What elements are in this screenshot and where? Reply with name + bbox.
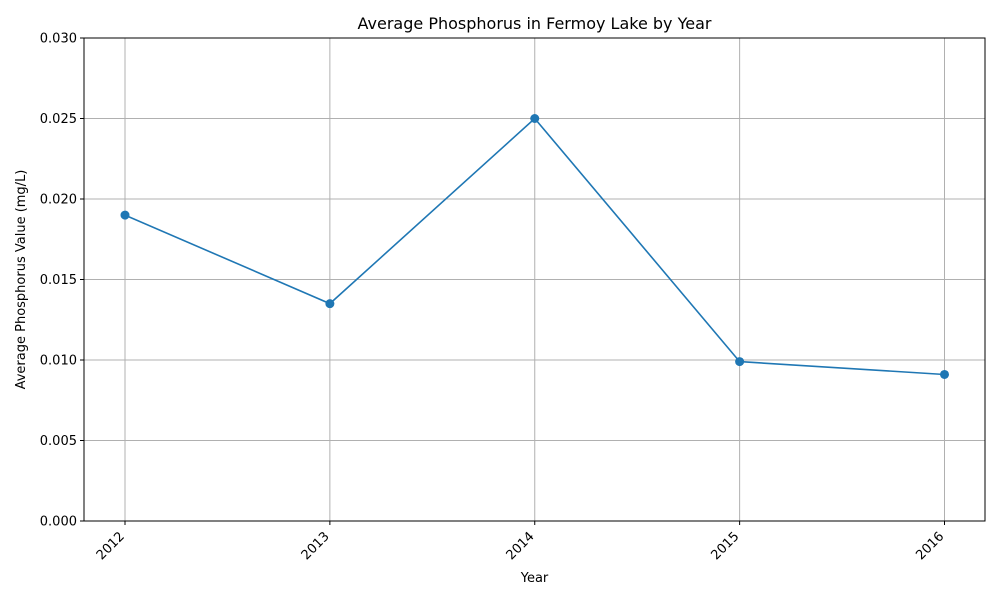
y-tick-label: 0.005 bbox=[40, 434, 77, 449]
data-point bbox=[530, 114, 540, 123]
x-tick-label: 2014 bbox=[504, 529, 538, 563]
x-axis-label: Year bbox=[520, 571, 549, 586]
series-layer bbox=[120, 114, 949, 379]
data-point bbox=[940, 369, 949, 379]
x-tick-label: 2012 bbox=[94, 529, 128, 563]
y-tick-label: 0.010 bbox=[40, 354, 77, 369]
y-axis-label: Average Phosphorus Value (mg/L) bbox=[14, 170, 29, 390]
y-tick-label: 0.015 bbox=[40, 273, 77, 288]
chart-title: Average Phosphorus in Fermoy Lake by Yea… bbox=[358, 14, 712, 33]
x-tick-label: 2016 bbox=[913, 529, 947, 563]
y-tick-label: 0.025 bbox=[40, 112, 77, 127]
y-tick-label: 0.000 bbox=[40, 515, 77, 530]
y-tick-label: 0.020 bbox=[40, 193, 77, 208]
data-point bbox=[325, 299, 335, 309]
x-tick-label: 2015 bbox=[708, 529, 742, 563]
y-tick-label: 0.030 bbox=[40, 32, 77, 47]
ticks: 2012 2013 2014 2015 2016 0.000 0.005 0.010 0.015… bbox=[40, 32, 948, 564]
data-point bbox=[735, 357, 745, 367]
grid bbox=[84, 38, 985, 521]
x-tick-label: 2013 bbox=[299, 529, 333, 563]
data-point bbox=[120, 210, 130, 220]
